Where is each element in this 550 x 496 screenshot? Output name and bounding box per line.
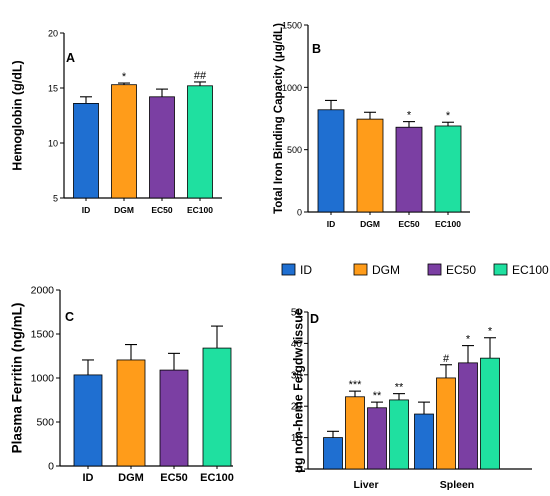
bar-ec100-spleen	[480, 357, 500, 470]
bar-id	[73, 374, 103, 467]
x-category-label: EC100	[200, 472, 234, 484]
y-tick-label: 0	[296, 465, 302, 476]
y-tick-label: 2000	[31, 285, 55, 297]
panel-label: C	[65, 310, 74, 324]
legend: ID DGM EC50 EC100	[281, 263, 549, 277]
legend-label-ec100: EC100	[512, 263, 549, 277]
y-tick-label: 0	[297, 208, 302, 218]
panel-label: D	[310, 312, 319, 326]
x-category-label: ID	[82, 205, 91, 215]
bar-ec50	[395, 126, 423, 213]
bar-dgm	[356, 118, 384, 213]
y-tick-label: 10	[48, 139, 58, 149]
y-tick-label: 1500	[31, 329, 55, 341]
y-tick-label: 10	[291, 433, 303, 444]
x-category-label: DGM	[114, 205, 134, 215]
bar-ec100	[202, 347, 232, 467]
x-category-label: DGM	[118, 472, 144, 484]
significance-annotation: ##	[194, 70, 207, 82]
y-tick-label: 15	[48, 84, 58, 94]
y-tick-label: 5	[53, 194, 58, 204]
y-axis-label: Total Iron Binding Capacity (μg/dL)	[273, 23, 285, 214]
y-axis-label: Plasma Ferritin (ng/mL)	[10, 303, 25, 454]
bar-dgm	[111, 84, 137, 199]
bar-dgm-liver	[345, 396, 365, 470]
x-category-label: Liver	[353, 479, 378, 491]
panel-c-ferritin-chart: 0 500 1000 1500 2000 C Plasma Ferritin (ng/mL)…	[10, 285, 234, 485]
significance-annotation: **	[395, 382, 404, 394]
bar-ec100	[434, 125, 462, 213]
significance-annotation: **	[373, 390, 382, 402]
legend-label-ec50: EC50	[446, 263, 476, 277]
significance-annotation: *	[488, 326, 493, 338]
y-tick-label: 40	[291, 339, 303, 350]
y-tick-label: 500	[36, 417, 54, 429]
x-category-label: EC50	[398, 219, 420, 229]
panel-label: B	[312, 42, 321, 56]
panel-b-tibc-chart: 0 500 1000 1500 B Total Iron Binding Capacity…	[273, 21, 470, 229]
bar-ec50	[149, 96, 175, 199]
y-tick-label: 0	[48, 461, 54, 473]
bar-ec50-liver	[367, 407, 387, 470]
significance-annotation: *	[466, 334, 471, 346]
x-category-label: EC100	[187, 205, 213, 215]
y-tick-label: 1000	[282, 83, 302, 93]
y-tick-label: 30	[291, 370, 303, 381]
x-category-label: EC50	[160, 472, 188, 484]
y-tick-label: 1500	[282, 21, 302, 31]
y-axis-label: μg non-heme Fe/gdw tissue	[291, 308, 305, 473]
legend-swatch-ec100	[493, 263, 508, 276]
significance-annotation: *	[122, 71, 127, 83]
y-tick-label: 1000	[31, 373, 55, 385]
bar-dgm	[116, 359, 146, 467]
x-category-label: Spleen	[440, 479, 474, 491]
y-tick-label: 20	[291, 402, 303, 413]
x-category-label: EC50	[151, 205, 173, 215]
legend-swatch-ec50	[427, 263, 442, 276]
significance-annotation: *	[446, 110, 451, 122]
bar-id-spleen	[414, 413, 434, 470]
panel-a-hemoglobin-chart: 5 10 15 20 A Hemoglobin (g/dL) ID * DGM EC50 ## EC1…	[10, 29, 222, 215]
bar-id	[317, 109, 345, 213]
legend-swatch-id	[281, 263, 296, 276]
significance-annotation: #	[443, 353, 450, 365]
bar-id	[73, 103, 99, 199]
y-axis-label: Hemoglobin (g/dL)	[10, 60, 24, 170]
x-category-label: ID	[327, 219, 336, 229]
y-tick-label: 50	[291, 308, 303, 319]
y-tick-label: 20	[48, 29, 58, 39]
legend-swatch-dgm	[353, 263, 368, 276]
legend-label-dgm: DGM	[372, 263, 400, 277]
x-category-label: ID	[83, 472, 94, 484]
x-category-label: EC100	[435, 219, 461, 229]
bar-ec50	[159, 369, 189, 467]
bar-id-liver	[323, 437, 343, 470]
panel-label: A	[66, 51, 75, 65]
bar-ec50-spleen	[458, 362, 478, 470]
bar-ec100	[187, 85, 213, 199]
significance-annotation: *	[407, 110, 412, 122]
x-category-label: DGM	[360, 219, 380, 229]
significance-annotation: ***	[349, 379, 363, 391]
bar-ec100-liver	[389, 399, 409, 470]
legend-label-id: ID	[300, 263, 312, 277]
bar-dgm-spleen	[436, 377, 456, 470]
y-tick-label: 500	[287, 145, 302, 155]
